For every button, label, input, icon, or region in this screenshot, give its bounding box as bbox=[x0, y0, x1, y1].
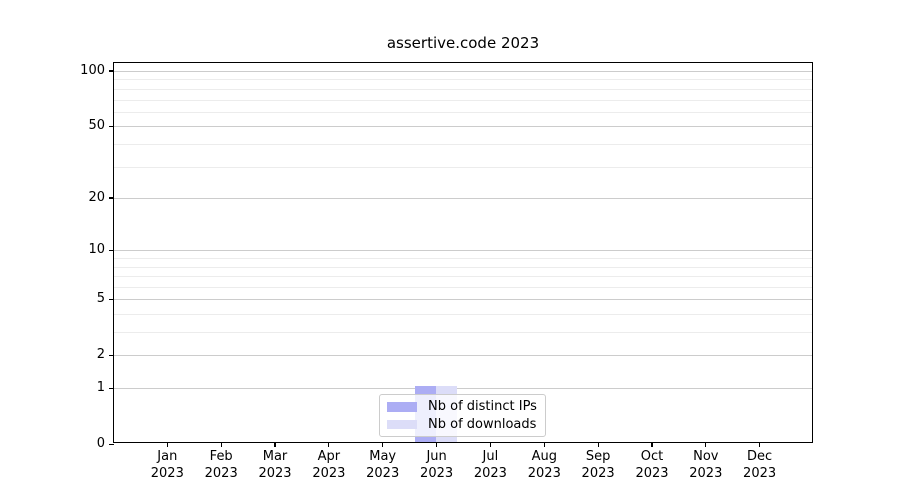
x-axis-tick-label: Oct 2023 bbox=[635, 449, 669, 481]
y-gridline-minor bbox=[114, 166, 812, 168]
y-gridline-major bbox=[114, 198, 812, 199]
y-gridline-major bbox=[114, 299, 812, 301]
legend-item-downloads: Nb of downloads bbox=[387, 416, 537, 434]
y-gridline-major bbox=[114, 355, 812, 357]
y-gridline-minor bbox=[114, 111, 812, 113]
y-axis-tick-label: 0 bbox=[96, 436, 105, 452]
legend-item-distinct-ips: Nb of distinct IPs bbox=[387, 398, 537, 416]
y-axis-tick-label: 10 bbox=[88, 242, 105, 258]
x-axis-tick bbox=[166, 442, 168, 447]
y-gridline-minor bbox=[114, 314, 812, 316]
x-axis-tick bbox=[382, 442, 384, 447]
y-axis-tick bbox=[108, 354, 114, 357]
x-axis-tick-label: Sep 2023 bbox=[581, 449, 615, 481]
x-axis-tick-label: Mar 2023 bbox=[258, 449, 292, 481]
y-gridline-minor bbox=[114, 258, 812, 260]
x-axis-tick bbox=[759, 442, 761, 447]
y-gridline-major bbox=[114, 250, 812, 252]
y-axis-tick-label: 1 bbox=[96, 380, 105, 396]
x-axis-tick bbox=[705, 442, 707, 447]
x-axis-tick-label: Aug 2023 bbox=[527, 449, 561, 481]
y-axis-tick bbox=[108, 298, 114, 300]
y-axis-tick bbox=[108, 387, 114, 389]
x-axis-tick bbox=[543, 442, 545, 447]
x-axis-tick-label: May 2023 bbox=[366, 449, 400, 481]
chart-title: assertive.code 2023 bbox=[386, 34, 540, 52]
y-gridline-minor bbox=[114, 332, 812, 334]
x-axis-tick bbox=[597, 442, 599, 447]
y-axis-tick-label: 50 bbox=[88, 118, 105, 134]
y-gridline-major bbox=[114, 126, 812, 128]
y-axis-tick bbox=[108, 125, 114, 127]
x-axis-tick-label: Feb 2023 bbox=[204, 449, 238, 481]
y-axis-tick bbox=[108, 443, 114, 445]
legend: Nb of distinct IPs Nb of downloads bbox=[379, 394, 546, 437]
legend-label-downloads: Nb of downloads bbox=[428, 416, 537, 432]
y-axis-tick bbox=[108, 249, 114, 251]
y-axis-tick-label: 2 bbox=[96, 347, 105, 363]
legend-label-distinct-ips: Nb of distinct IPs bbox=[428, 399, 537, 415]
y-axis-tick bbox=[108, 70, 114, 72]
y-gridline-minor bbox=[114, 99, 812, 101]
x-axis-tick-label: Nov 2023 bbox=[689, 449, 723, 481]
y-gridline-minor bbox=[114, 286, 812, 288]
x-axis-tick bbox=[274, 442, 276, 447]
y-gridline-minor bbox=[114, 79, 812, 81]
y-gridline-minor bbox=[114, 276, 812, 278]
x-axis-tick-label: Jul 2023 bbox=[473, 449, 507, 481]
x-axis-tick-label: Apr 2023 bbox=[312, 449, 346, 481]
x-axis-tick-label: Jan 2023 bbox=[150, 449, 184, 481]
y-gridline-minor bbox=[114, 266, 812, 268]
y-gridline-minor bbox=[114, 143, 812, 145]
legend-swatch-downloads bbox=[387, 419, 417, 429]
y-axis-tick-label: 5 bbox=[96, 291, 105, 307]
x-axis-tick bbox=[328, 442, 330, 447]
x-axis-tick-label: Dec 2023 bbox=[743, 449, 777, 481]
y-axis-tick-label: 100 bbox=[80, 63, 105, 78]
legend-swatch-distinct-ips bbox=[387, 402, 417, 412]
y-gridline-major bbox=[114, 71, 812, 72]
x-axis-tick bbox=[220, 442, 222, 447]
x-axis-tick bbox=[435, 442, 438, 447]
y-gridline-major bbox=[114, 388, 812, 390]
x-axis-tick bbox=[489, 442, 492, 447]
y-gridline-minor bbox=[114, 88, 812, 90]
x-axis-tick bbox=[651, 442, 653, 447]
y-axis-tick bbox=[108, 197, 114, 199]
plot-area: Nb of distinct IPs Nb of downloads 0 1 2 5 1… bbox=[80, 62, 813, 481]
y-axis-tick-label: 20 bbox=[88, 190, 105, 205]
x-axis-tick-label: Jun 2023 bbox=[420, 449, 454, 481]
